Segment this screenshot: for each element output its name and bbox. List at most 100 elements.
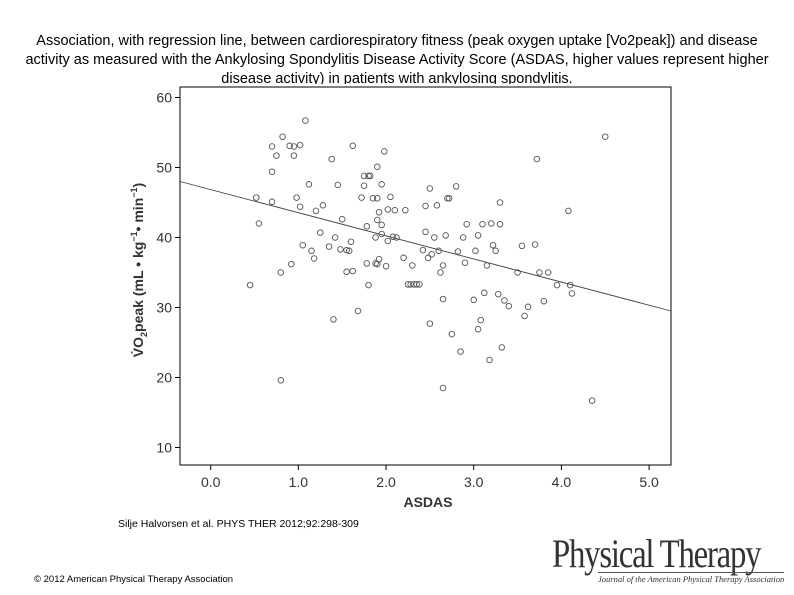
data-point	[439, 384, 447, 392]
data-point	[459, 234, 467, 241]
data-point	[463, 220, 470, 228]
data-point	[426, 320, 434, 327]
data-point	[474, 325, 482, 333]
data-point	[268, 168, 276, 175]
data-point	[413, 281, 420, 288]
data-point	[310, 255, 318, 262]
data-point	[378, 181, 385, 188]
data-point	[536, 269, 543, 276]
data-point	[470, 296, 477, 304]
data-point	[444, 195, 451, 202]
data-point	[308, 247, 315, 255]
data-point	[378, 221, 385, 229]
data-point	[495, 290, 502, 298]
data-point	[288, 260, 295, 268]
data-point	[393, 234, 400, 241]
y-tick-label: 30	[156, 300, 172, 316]
data-point	[433, 202, 441, 209]
data-point	[445, 195, 453, 202]
x-tick-label: 3.0	[464, 474, 484, 490]
x-tick-label: 0.0	[201, 474, 221, 490]
data-point	[354, 307, 362, 315]
data-point	[384, 206, 392, 213]
x-axis: 0.0 1.0 2.0 3.0 4.0 5.0	[201, 465, 659, 490]
data-point	[343, 268, 350, 276]
data-point	[360, 172, 368, 180]
data-point	[474, 232, 482, 239]
data-point	[277, 377, 285, 384]
data-point	[363, 223, 371, 230]
plot-area	[179, 86, 672, 466]
x-tick-label: 1.0	[289, 474, 309, 490]
data-point	[279, 133, 286, 140]
data-point	[277, 269, 285, 276]
citation: Silje Halvorsen et al. PHYS THER 2012;92…	[118, 518, 359, 530]
data-point	[253, 194, 260, 201]
data-point	[588, 397, 596, 404]
x-axis-label: ASDAS	[403, 494, 452, 510]
data-point	[349, 267, 356, 275]
data-point	[382, 262, 390, 270]
data-point	[384, 237, 392, 245]
y-label-exp2: −1	[129, 187, 139, 197]
data-point	[486, 356, 493, 364]
data-point	[422, 228, 429, 236]
data-point	[439, 262, 447, 269]
data-point	[409, 262, 416, 269]
data-point	[496, 199, 504, 206]
data-point	[400, 254, 407, 262]
data-point	[553, 281, 561, 289]
data-point	[422, 202, 429, 210]
journal-logo: Physical Therapy Journal of the American…	[552, 531, 785, 586]
data-point	[496, 220, 504, 228]
data-point	[334, 181, 342, 189]
data-point	[566, 281, 574, 289]
data-point	[378, 230, 385, 238]
y-label-vo: V̇O	[130, 337, 146, 357]
data-point	[338, 216, 346, 223]
data-point	[435, 247, 442, 255]
data-point	[498, 344, 506, 351]
data-point	[343, 246, 350, 254]
data-point	[424, 254, 432, 262]
y-label-sub: 2	[139, 332, 149, 337]
data-points	[246, 117, 609, 404]
data-point	[391, 206, 399, 214]
regression-line	[179, 181, 672, 312]
data-point	[501, 297, 508, 304]
copyright: © 2012 American Physical Therapy Associa…	[34, 574, 234, 585]
logo-tagline: Journal of the American Physical Therapy…	[598, 574, 785, 584]
data-point	[360, 182, 368, 189]
y-axis: 10 20 30 40 50 60	[156, 90, 180, 456]
data-point	[328, 155, 335, 163]
y-tick-label: 40	[156, 230, 172, 246]
data-point	[419, 246, 427, 254]
data-point	[404, 281, 412, 288]
data-point	[290, 143, 298, 150]
data-point	[374, 163, 381, 171]
data-point	[312, 207, 320, 215]
y-tick-label: 20	[156, 370, 172, 386]
data-point	[363, 260, 371, 267]
data-point	[477, 316, 484, 324]
data-point	[480, 289, 488, 297]
data-point	[331, 234, 339, 241]
data-point	[317, 229, 324, 236]
data-point	[452, 183, 460, 190]
data-point	[454, 248, 462, 255]
data-point	[518, 242, 526, 250]
y-label-exp1: −1	[129, 231, 139, 241]
data-point	[374, 216, 381, 224]
data-point	[457, 348, 464, 355]
data-point	[296, 141, 304, 149]
data-point	[524, 303, 532, 311]
data-point	[268, 198, 276, 206]
data-point	[290, 152, 298, 159]
data-point	[565, 207, 572, 215]
data-point	[369, 195, 377, 202]
data-point	[407, 281, 414, 288]
data-point	[448, 330, 456, 338]
data-point	[437, 269, 444, 276]
data-point	[268, 143, 276, 150]
